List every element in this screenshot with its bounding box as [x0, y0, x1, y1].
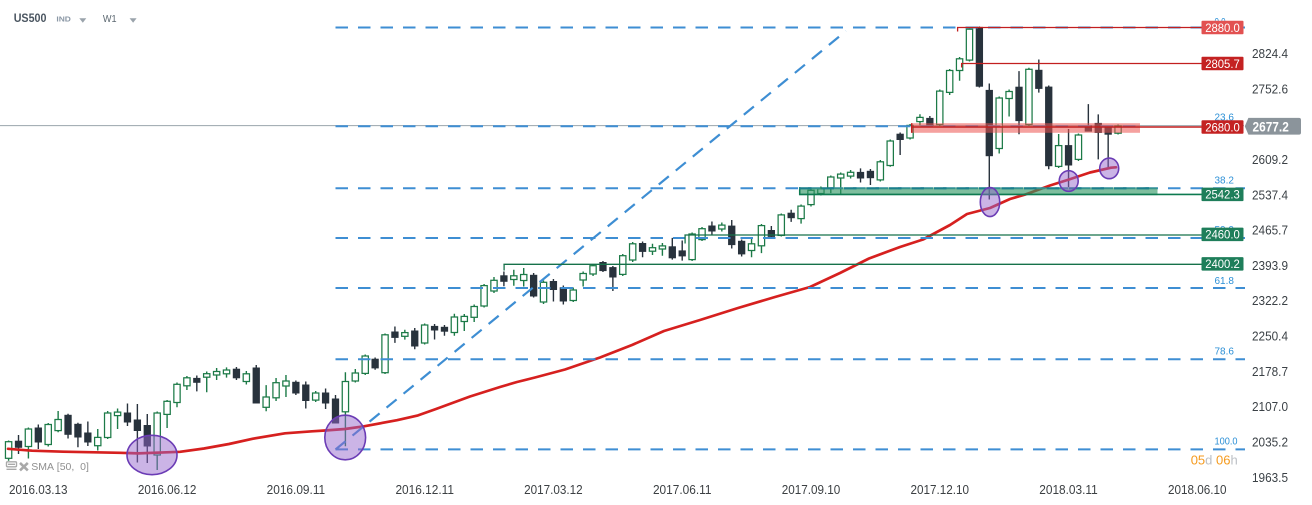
- svg-text:61.8: 61.8: [1215, 275, 1235, 287]
- svg-text:2035.2: 2035.2: [1252, 435, 1288, 450]
- svg-text:2677.2: 2677.2: [1253, 119, 1289, 134]
- svg-text:05d 06h: 05d 06h: [1191, 452, 1238, 467]
- svg-text:2537.4: 2537.4: [1252, 187, 1288, 202]
- svg-text:2018.03.11: 2018.03.11: [1039, 482, 1098, 497]
- svg-text:2880.0: 2880.0: [1205, 21, 1240, 35]
- svg-text:2400.2: 2400.2: [1205, 257, 1240, 271]
- svg-text:2017.12.10: 2017.12.10: [911, 482, 970, 497]
- svg-text:2752.6: 2752.6: [1252, 81, 1288, 96]
- svg-text:2250.4: 2250.4: [1252, 329, 1288, 344]
- svg-text:US500: US500: [14, 13, 47, 25]
- svg-text:38.2: 38.2: [1215, 174, 1235, 186]
- svg-text:2609.2: 2609.2: [1252, 152, 1288, 167]
- svg-text:2016.06.12: 2016.06.12: [138, 482, 197, 497]
- svg-text:2322.2: 2322.2: [1252, 293, 1288, 308]
- svg-text:2016.03.13: 2016.03.13: [9, 482, 68, 497]
- svg-text:2465.7: 2465.7: [1252, 223, 1288, 238]
- svg-text:100.0: 100.0: [1215, 435, 1238, 447]
- svg-text:2017.09.10: 2017.09.10: [782, 482, 841, 497]
- svg-text:SMA: SMA: [31, 461, 54, 473]
- svg-text:2805.7: 2805.7: [1205, 57, 1240, 71]
- svg-text:2016.12.11: 2016.12.11: [395, 482, 454, 497]
- svg-text:78.6: 78.6: [1215, 346, 1235, 358]
- svg-text:2016.09.11: 2016.09.11: [267, 482, 326, 497]
- svg-text:2393.9: 2393.9: [1252, 258, 1288, 273]
- svg-text:2824.4: 2824.4: [1252, 46, 1288, 61]
- svg-text:[50, 0]: [50, 0]: [57, 461, 89, 473]
- svg-text:2017.06.11: 2017.06.11: [653, 482, 712, 497]
- svg-text:2178.7: 2178.7: [1252, 364, 1288, 379]
- svg-text:2460.0: 2460.0: [1205, 228, 1240, 242]
- svg-text:2542.3: 2542.3: [1205, 188, 1240, 202]
- svg-text:W1: W1: [103, 13, 117, 25]
- svg-text:IND: IND: [56, 14, 71, 23]
- svg-text:2107.0: 2107.0: [1252, 399, 1288, 414]
- svg-text:2018.06.10: 2018.06.10: [1168, 482, 1227, 497]
- svg-text:2017.03.12: 2017.03.12: [524, 482, 583, 497]
- svg-text:1963.5: 1963.5: [1252, 470, 1288, 485]
- svg-text:2680.0: 2680.0: [1205, 120, 1240, 134]
